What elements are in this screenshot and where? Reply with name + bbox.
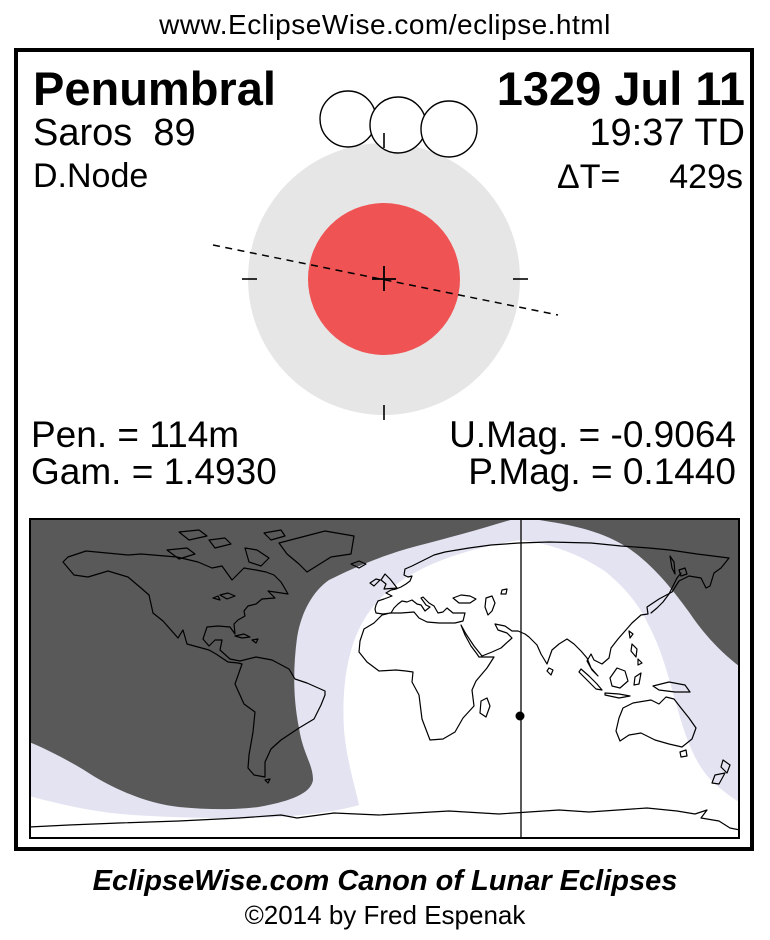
afro-eurasia-outline (358, 541, 730, 741)
region-no-eclipse-west (29, 518, 517, 810)
japan-outline (650, 555, 688, 614)
node-label: D.Node (33, 157, 149, 195)
black-sea-outline (452, 594, 477, 604)
eclipse-time: 19:37 TD (589, 112, 745, 154)
delta-t-value: 429s (669, 158, 743, 196)
continent-outlines (29, 529, 740, 831)
penumbral-magnitude-stat: P.Mag. = 0.1440 (468, 451, 736, 492)
delta-t-label: ΔT= (557, 158, 621, 196)
footer-title: EclipseWise.com Canon of Lunar Eclipses (92, 865, 678, 897)
british-isles-outline (369, 573, 398, 590)
eclipse-date: 1329 Jul 11 (496, 62, 745, 115)
philippines-taiwan-outline (628, 630, 643, 666)
aral-sea-outline (500, 588, 508, 595)
australia-outline (615, 696, 697, 758)
gamma-stat: Gam. = 1.4930 (31, 451, 277, 492)
indonesia-outline (578, 667, 691, 699)
page-url-text: www.EclipseWise.com/eclipse.html (159, 9, 611, 40)
footer-copyright: ©2014 by Fred Espenak (244, 900, 526, 930)
arctic-islands-outline (166, 529, 286, 567)
sri-lanka-outline (546, 667, 554, 676)
antarctica-coastline (29, 807, 740, 831)
region-no-eclipse-east (525, 518, 740, 666)
saros-label: Saros 89 (33, 112, 196, 154)
penumbral-duration-stat: Pen. = 114m (31, 414, 240, 455)
caribbean-islands-outline (234, 633, 259, 644)
caspian-sea-outline (484, 595, 496, 616)
delta-t-row: ΔT= 429s (557, 158, 743, 196)
region-full-visibility (29, 540, 740, 839)
umbral-magnitude-stat: U.Mag. = -0.9064 (449, 414, 736, 455)
sublunar-point-dot (515, 711, 525, 721)
madagascar-outline (479, 697, 491, 718)
falkland-islands-outline (264, 778, 271, 784)
new-zealand-outline (711, 759, 731, 785)
map-border (29, 518, 740, 839)
eclipse-type-label: Penumbral (33, 62, 276, 115)
visibility-world-map (29, 518, 740, 839)
great-lakes-outline (212, 592, 236, 601)
americas-outline (62, 550, 326, 778)
greenland-outline (278, 530, 355, 573)
iceland-outline (350, 560, 367, 569)
